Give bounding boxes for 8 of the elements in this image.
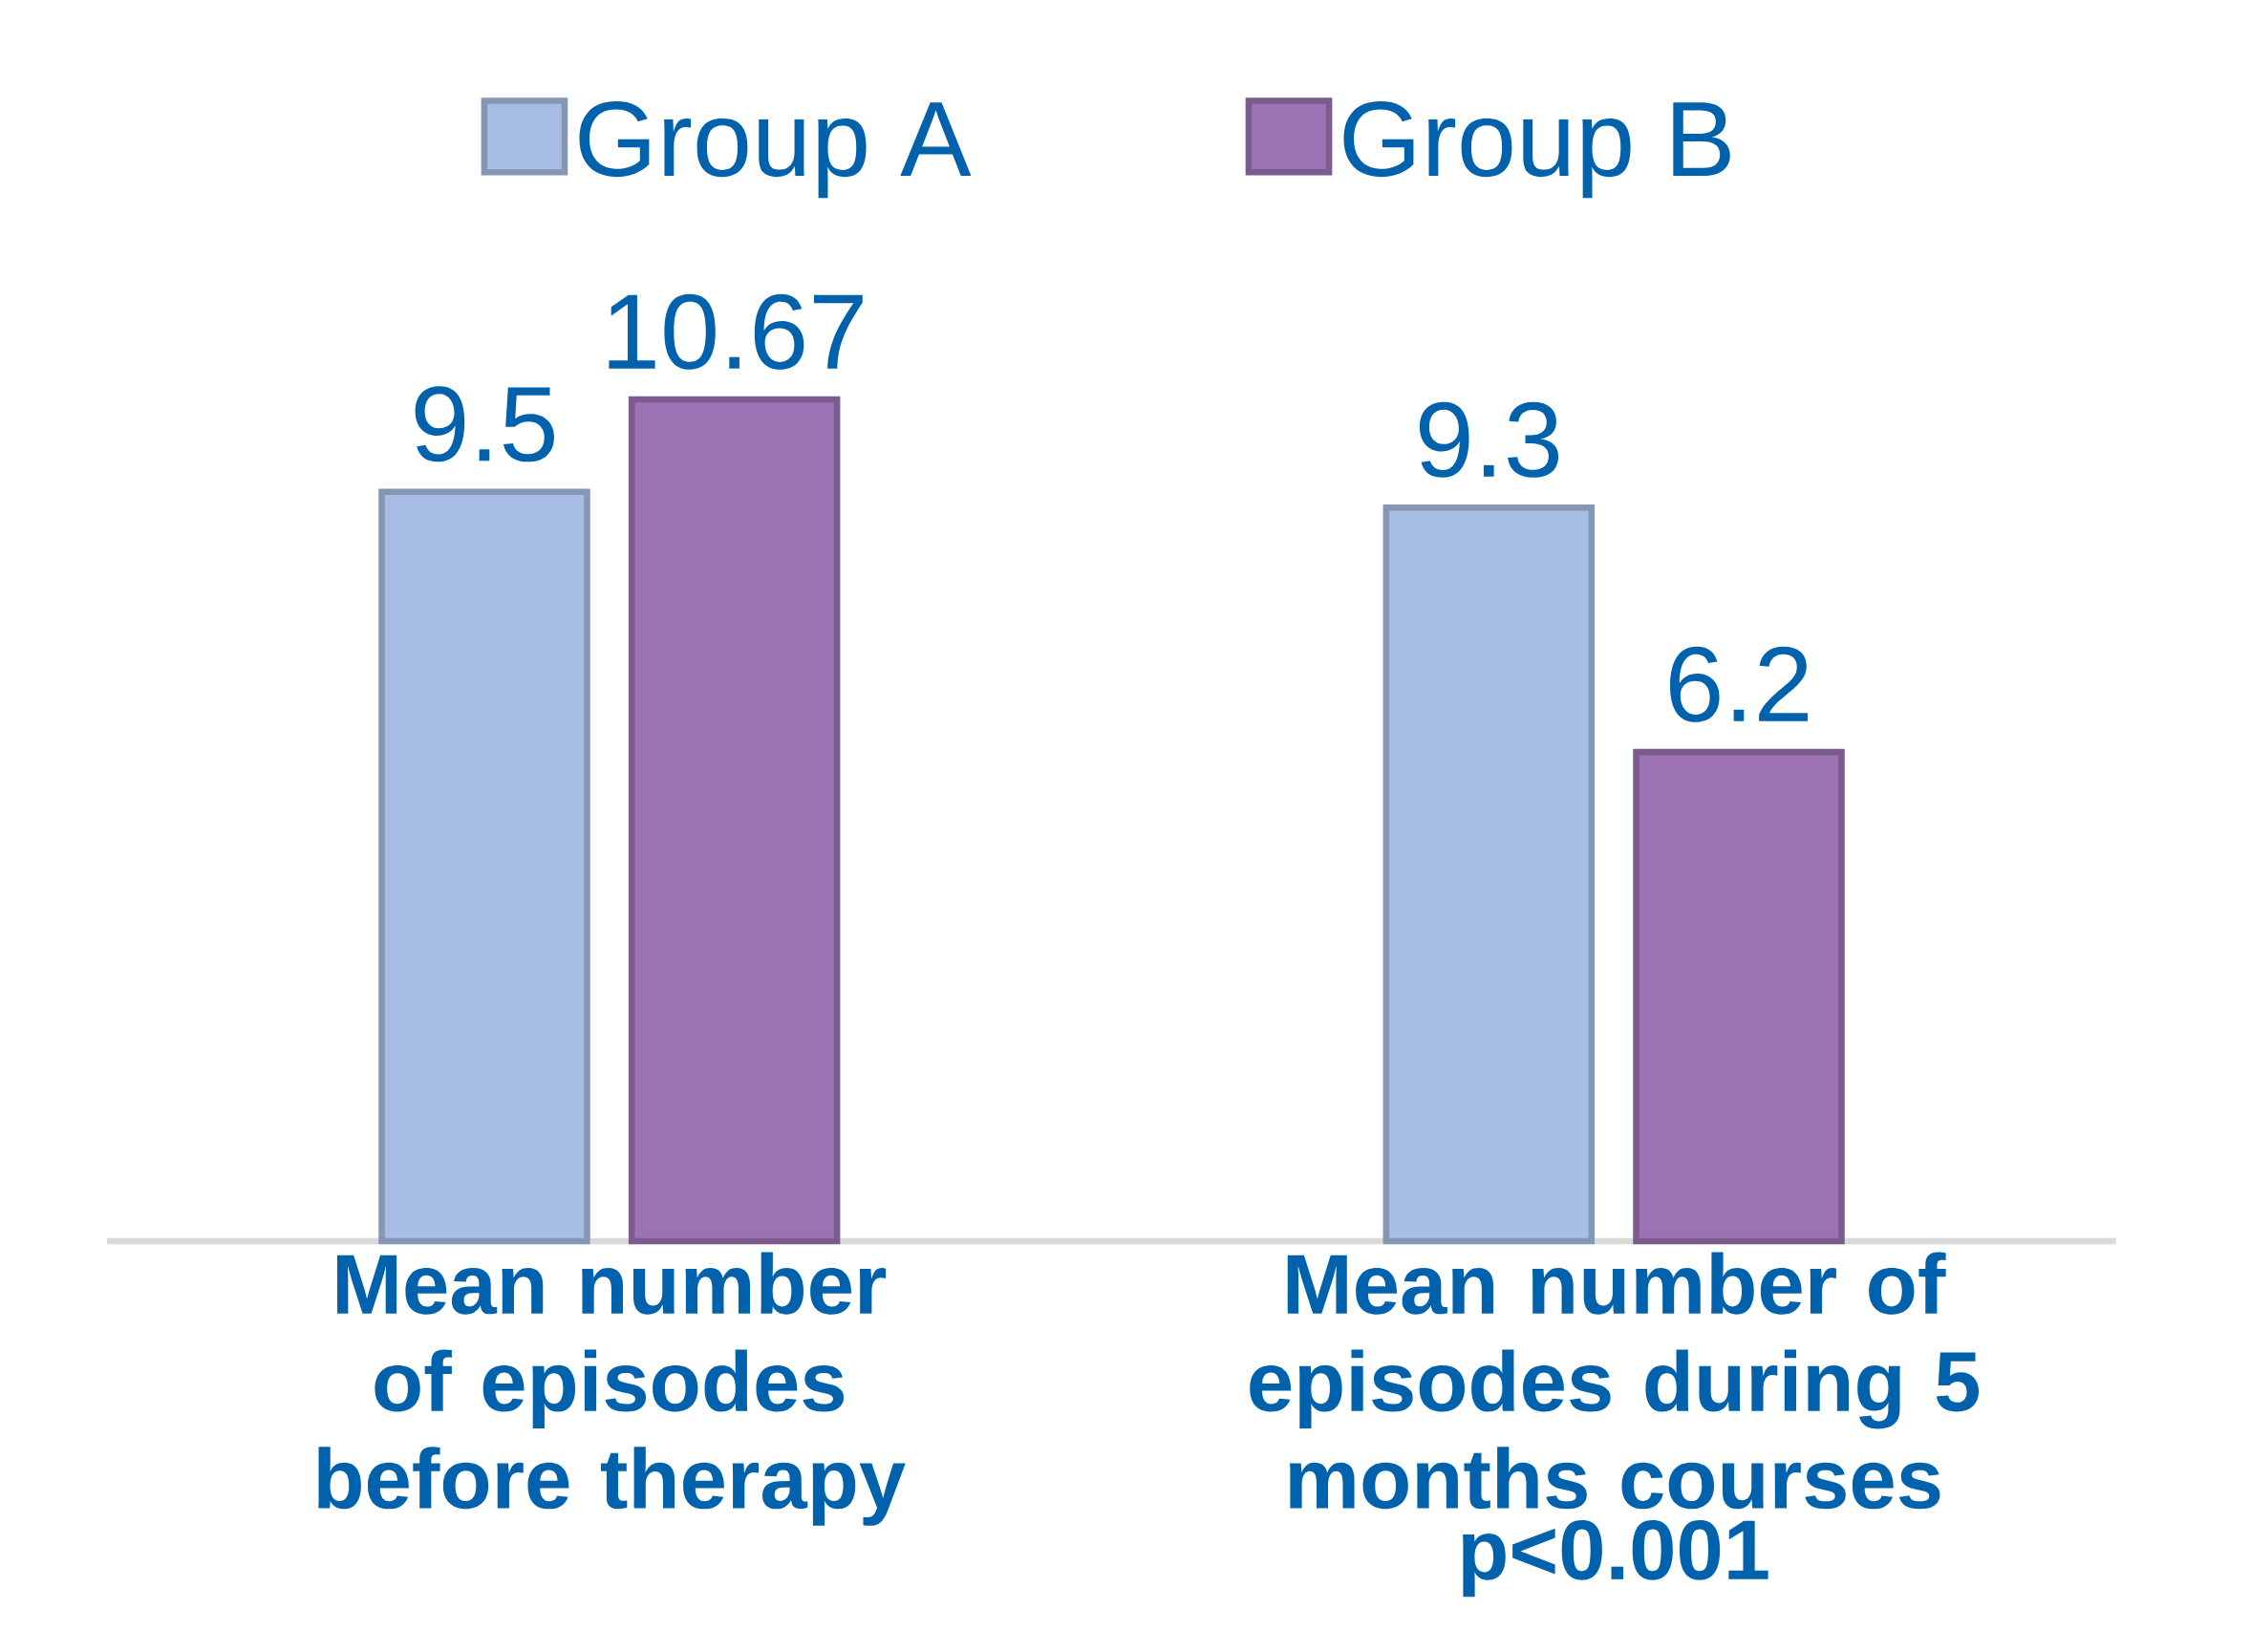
legend-label: Group A bbox=[579, 101, 972, 199]
text: p<0.001 bbox=[1463, 1520, 1768, 1598]
data-label: 6.2 bbox=[1670, 646, 1809, 722]
data-label: 9.5 bbox=[415, 386, 554, 462]
x-tick-label: Mean number of episodes before therapy bbox=[318, 1252, 906, 1526]
data-label: 10.67 bbox=[609, 293, 863, 370]
legend-label: Group B bbox=[1343, 101, 1730, 199]
data-label: 9.3 bbox=[1419, 401, 1559, 478]
